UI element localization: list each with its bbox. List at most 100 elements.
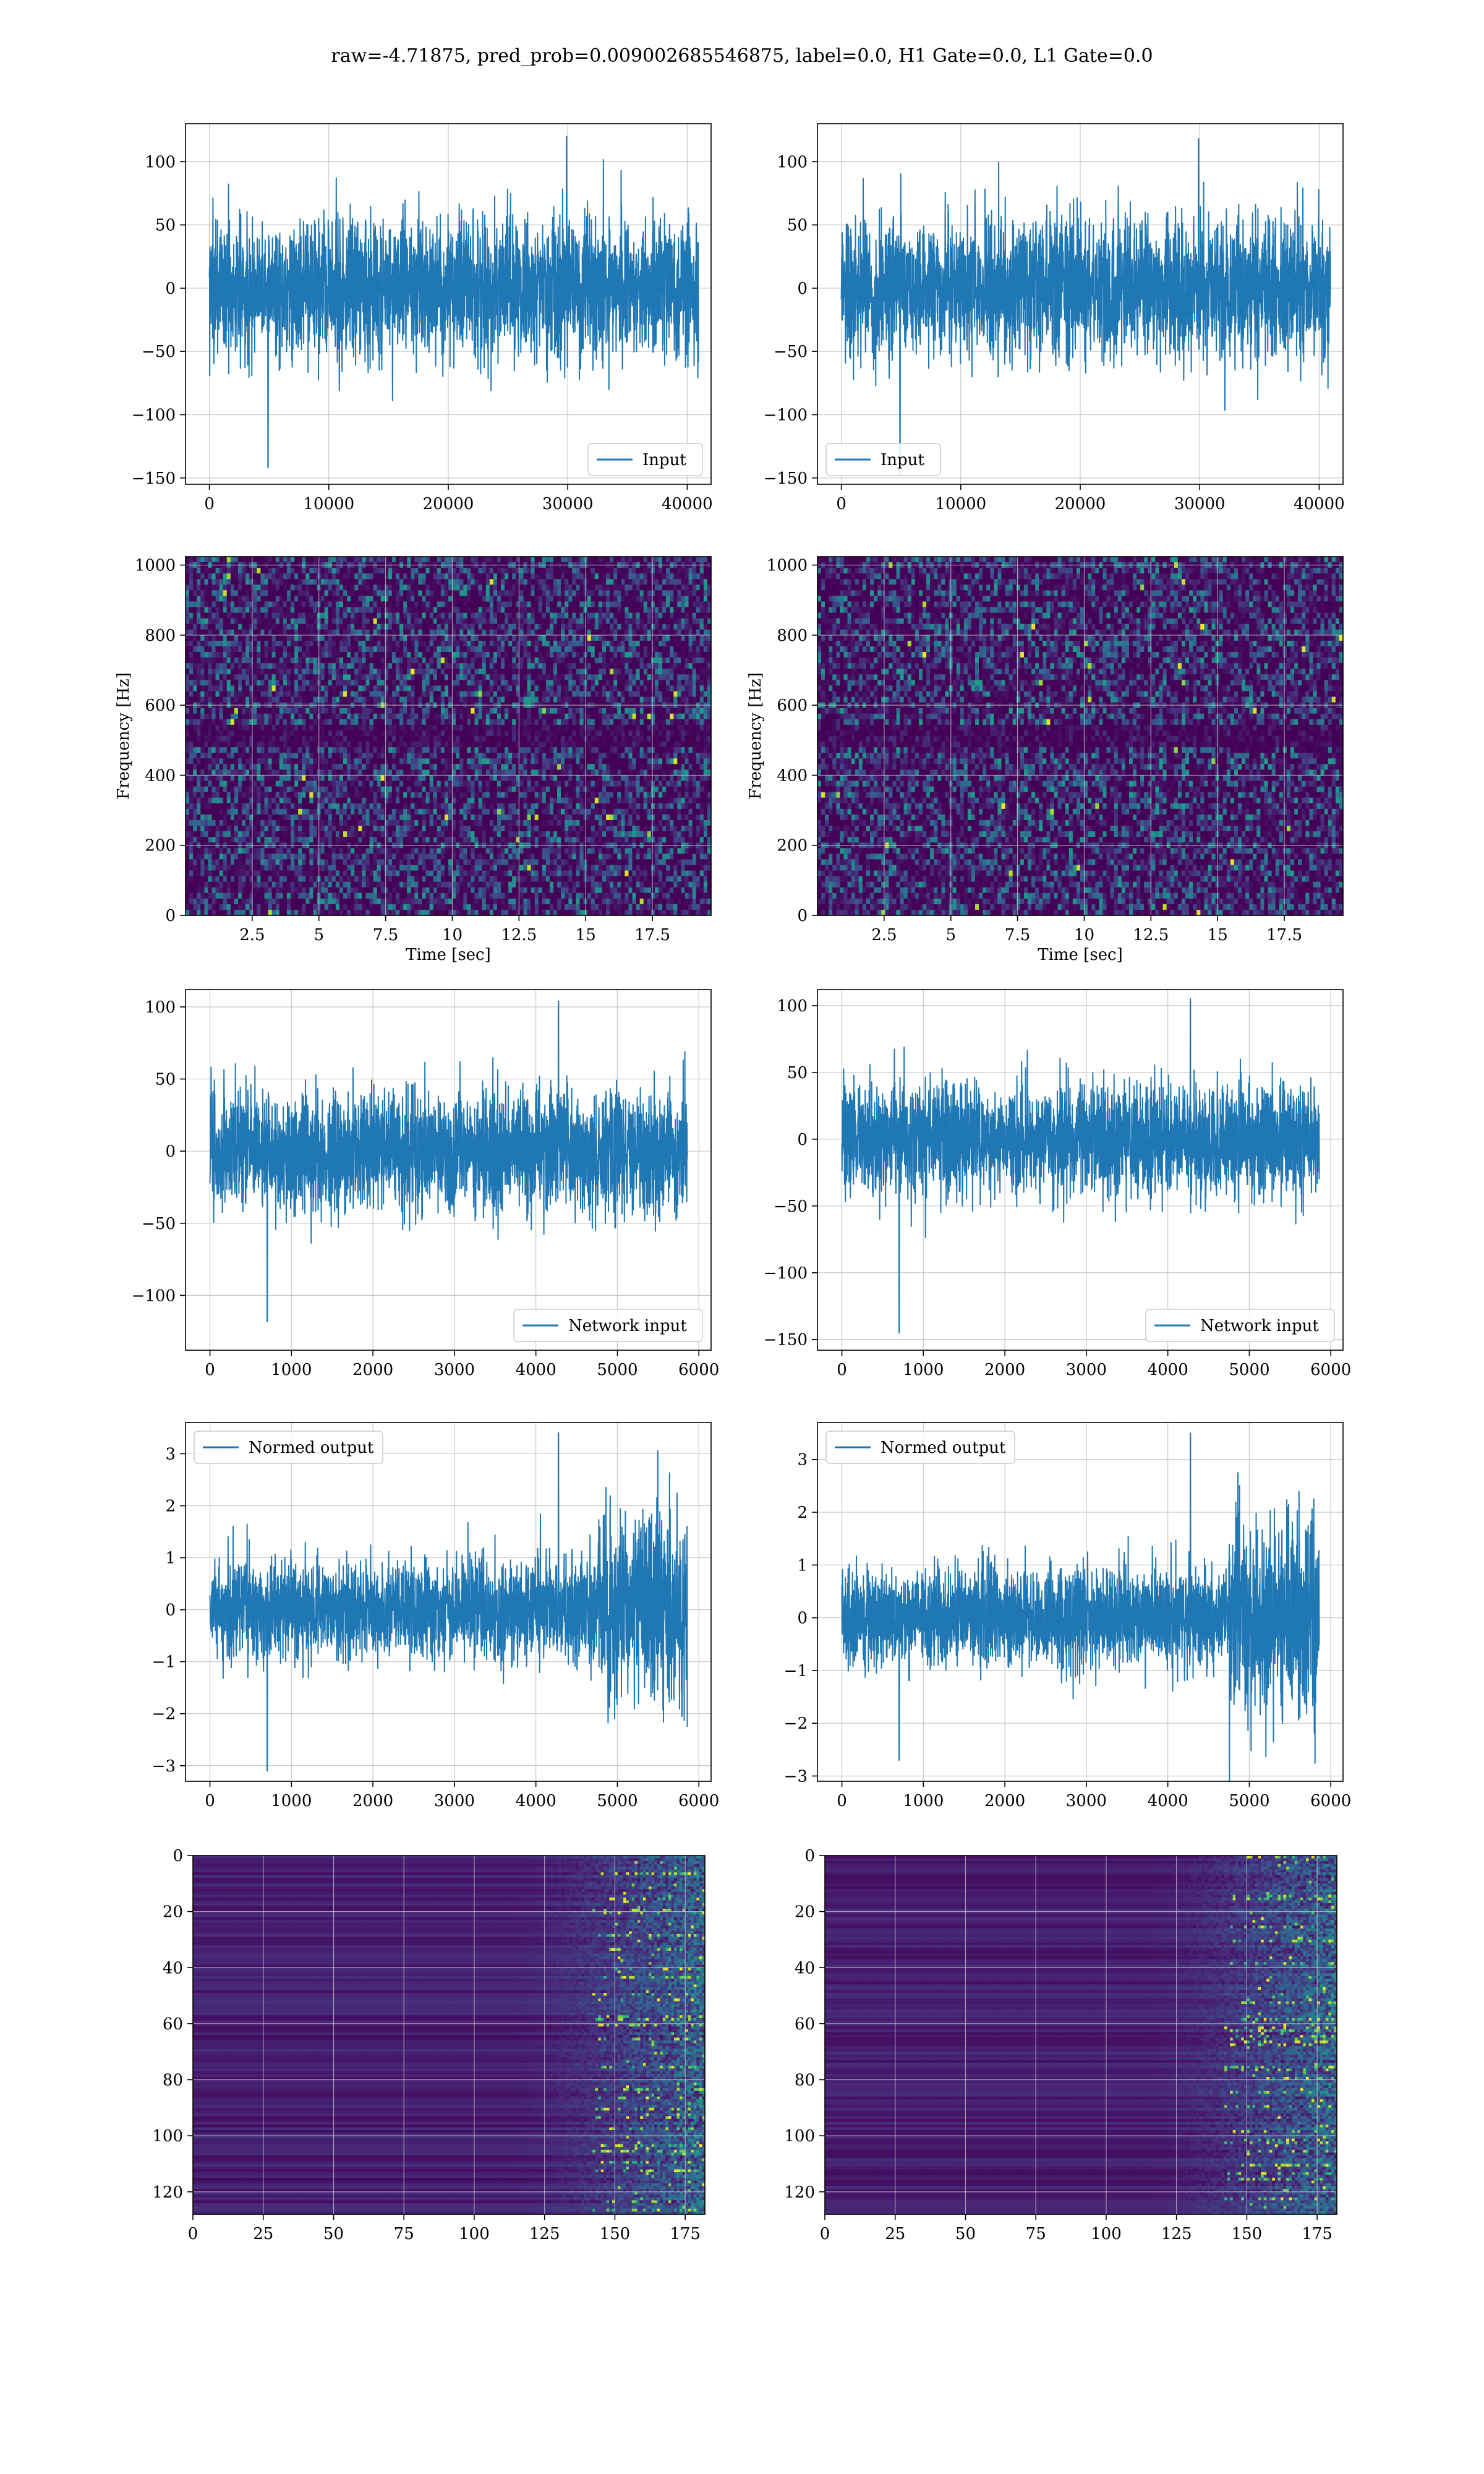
heatmap-cell <box>272 685 276 691</box>
heatmap-cell <box>216 747 220 753</box>
heatmap-cell <box>546 669 550 675</box>
heatmap-cell <box>272 596 276 602</box>
heatmap-cell <box>493 568 498 574</box>
heatmap-cell <box>242 680 246 686</box>
heatmap-cell <box>696 708 701 714</box>
heatmap-cell <box>186 652 190 658</box>
heatmap-cell <box>381 646 385 653</box>
heatmap-cell <box>633 630 637 636</box>
heatmap-cell <box>689 613 693 619</box>
heatmap-cell <box>606 714 610 720</box>
heatmap-cell <box>418 584 422 591</box>
heatmap-cell <box>234 652 239 658</box>
heatmap-cell <box>568 557 573 563</box>
heatmap-cell <box>426 663 430 669</box>
heatmap-cell <box>197 725 201 731</box>
heatmap-cell <box>486 613 490 619</box>
heatmap-cell <box>505 725 509 731</box>
heatmap-cell <box>437 613 441 619</box>
heatmap-cell <box>238 669 242 675</box>
heatmap-cell <box>490 624 494 630</box>
heatmap-cell <box>193 719 197 726</box>
heatmap-cell <box>655 646 659 653</box>
heatmap-cell <box>459 646 464 653</box>
heatmap-cell <box>456 725 460 731</box>
heatmap-cell <box>475 719 479 726</box>
heatmap-cell <box>418 613 422 619</box>
heatmap-cell <box>508 618 513 625</box>
heatmap-cell <box>689 674 693 680</box>
heatmap-cell <box>441 697 445 703</box>
heatmap-cell <box>467 590 471 596</box>
heatmap-cell <box>377 590 382 596</box>
heatmap-cell <box>302 747 306 753</box>
heatmap-cell <box>681 736 685 742</box>
heatmap-cell <box>414 685 419 691</box>
heatmap-cell <box>467 680 471 686</box>
heatmap-cell <box>227 579 231 585</box>
heatmap-cell <box>302 641 306 647</box>
heatmap-cell <box>253 607 257 614</box>
heatmap-cell <box>287 652 291 658</box>
heatmap-cell <box>227 680 231 686</box>
heatmap-cell <box>365 646 370 653</box>
heatmap-cell <box>313 657 317 664</box>
heatmap-cell <box>625 714 629 720</box>
heatmap-cell <box>659 607 663 614</box>
heatmap-cell <box>441 568 445 574</box>
heatmap-cell <box>354 669 359 675</box>
heatmap-cell <box>486 646 490 653</box>
heatmap-cell <box>332 663 336 669</box>
heatmap-cell <box>325 697 329 703</box>
heatmap-cell <box>497 697 501 703</box>
heatmap-cell <box>197 607 201 614</box>
heatmap-cell <box>399 646 404 653</box>
heatmap-cell <box>373 697 378 703</box>
heatmap-cell <box>351 708 355 714</box>
heatmap-cell <box>430 674 434 680</box>
heatmap-cell <box>617 607 621 614</box>
heatmap-cell <box>279 657 284 664</box>
heatmap-cell <box>677 624 681 630</box>
heatmap-cell <box>309 730 313 737</box>
heatmap-cell <box>519 618 524 625</box>
heatmap-cell <box>305 630 310 636</box>
heatmap-cell <box>602 618 607 625</box>
heatmap-cell <box>572 736 576 742</box>
heatmap-cell <box>486 573 490 580</box>
heatmap-cell <box>693 630 697 636</box>
heatmap-cell <box>471 568 475 574</box>
heatmap-cell <box>704 590 708 596</box>
heatmap-cell <box>336 691 340 698</box>
heatmap-cell <box>354 584 359 591</box>
heatmap-cell <box>561 596 565 602</box>
heatmap-cell <box>189 708 194 714</box>
heatmap-cell <box>223 669 228 675</box>
heatmap-cell <box>576 719 580 726</box>
heatmap-cell <box>396 736 400 742</box>
heatmap-cell <box>490 652 494 658</box>
heatmap-cell <box>441 725 445 731</box>
heatmap-cell <box>486 719 490 726</box>
heatmap-cell <box>189 607 194 614</box>
heatmap-cell <box>276 663 280 669</box>
heatmap-cell <box>418 697 422 703</box>
heatmap-cell <box>238 590 242 596</box>
heatmap-cell <box>242 652 246 658</box>
heatmap-cell <box>414 607 419 614</box>
heatmap-cell <box>633 557 637 563</box>
heatmap-cell <box>418 590 422 596</box>
heatmap-cell <box>321 657 325 664</box>
heatmap-cell <box>523 663 527 669</box>
heatmap-cell <box>486 657 490 664</box>
heatmap-cell <box>418 630 422 636</box>
heatmap-cell <box>328 568 333 574</box>
heatmap-cell <box>257 736 261 742</box>
heatmap-cell <box>403 557 407 563</box>
heatmap-cell <box>287 584 291 591</box>
heatmap-cell <box>493 714 498 720</box>
heatmap-cell <box>381 730 385 737</box>
heatmap-cell <box>253 652 257 658</box>
heatmap-cell <box>260 674 265 680</box>
heatmap-cell <box>512 557 516 563</box>
